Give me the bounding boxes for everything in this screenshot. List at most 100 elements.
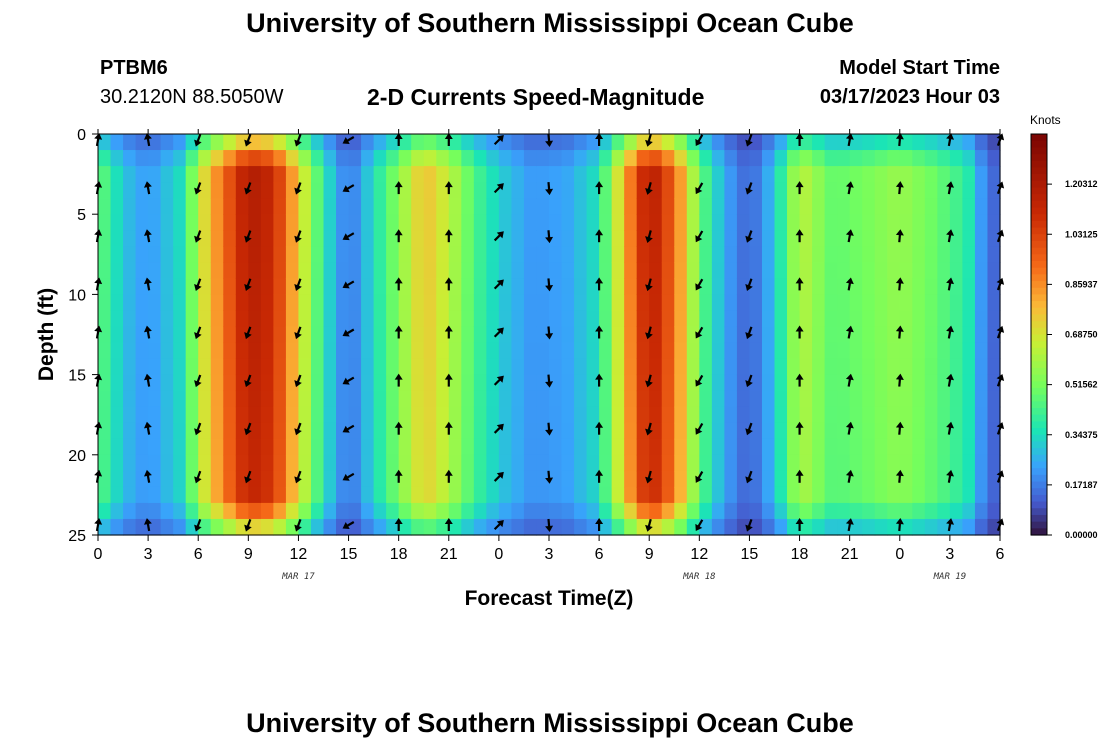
heatmap-cell — [448, 310, 462, 328]
heatmap-cell — [411, 374, 425, 392]
current-arrow — [493, 471, 504, 482]
heatmap-cell — [185, 278, 199, 295]
heatmap-cell — [423, 278, 437, 295]
current-arrow — [143, 469, 152, 483]
heatmap-cell — [411, 150, 425, 167]
heatmap-cell — [649, 358, 663, 376]
heatmap-cell — [799, 502, 813, 520]
colorbar-swatch — [1031, 414, 1047, 422]
current-arrow — [493, 423, 504, 434]
heatmap-cell — [874, 246, 888, 263]
y-tick-label: 0 — [77, 127, 86, 144]
heatmap-cell — [260, 134, 274, 151]
current-arrow — [342, 424, 355, 433]
heatmap-cell — [148, 486, 162, 504]
heatmap-cell — [373, 390, 387, 408]
heatmap-cell — [711, 422, 725, 440]
x-tick-label: 18 — [390, 546, 408, 563]
heatmap-cell — [210, 134, 224, 151]
heatmap-cell — [486, 406, 500, 424]
heatmap-cell — [198, 358, 212, 376]
colorbar-swatch — [1031, 327, 1047, 336]
heatmap-cell — [536, 438, 550, 456]
heatmap-cell — [260, 486, 274, 504]
heatmap-cell — [924, 150, 938, 167]
current-arrow — [695, 326, 704, 339]
heatmap-cell — [248, 454, 262, 472]
heatmap-cell — [987, 230, 1001, 247]
heatmap-cell — [298, 294, 312, 312]
heatmap-cell — [862, 358, 876, 376]
heatmap-cell — [761, 486, 776, 504]
heatmap-cell — [636, 406, 650, 424]
heatmap-cell — [323, 486, 337, 504]
heatmap-cell — [611, 310, 625, 328]
heatmap-cell — [110, 150, 124, 167]
heatmap-cell — [611, 278, 625, 295]
heatmap-cell — [110, 486, 124, 504]
heatmap-cell — [574, 150, 588, 167]
heatmap-cell — [361, 166, 375, 183]
heatmap-cell — [824, 342, 838, 360]
heatmap-cell — [361, 422, 375, 440]
colorbar-swatch — [1031, 354, 1047, 362]
heatmap-cell — [874, 390, 888, 408]
heatmap-cell — [98, 214, 112, 231]
heatmap-cell — [812, 166, 826, 183]
heatmap-cell — [549, 358, 563, 376]
heatmap-cell — [511, 294, 525, 312]
heatmap-cell — [511, 326, 525, 344]
heatmap-cell — [749, 150, 763, 167]
heatmap-cell — [185, 422, 199, 440]
current-arrow — [795, 277, 804, 291]
heatmap-cell — [974, 262, 989, 279]
x-tick-label: 21 — [440, 546, 458, 563]
heatmap-cell — [699, 326, 713, 344]
heatmap-cell — [361, 374, 375, 392]
heatmap-cell — [361, 150, 375, 167]
heatmap-cell — [98, 150, 112, 167]
current-arrow — [845, 277, 854, 291]
current-arrow — [194, 278, 202, 291]
heatmap-cell — [799, 310, 813, 328]
heatmap-cell — [924, 134, 938, 151]
heatmap-cell — [636, 294, 650, 312]
heatmap-cell — [523, 182, 538, 199]
heatmap-cell — [649, 342, 663, 360]
heatmap-cell — [636, 470, 650, 488]
heatmap-cell — [636, 230, 650, 247]
heatmap-cell — [198, 374, 212, 392]
heatmap-cell — [949, 310, 964, 328]
heatmap-cell — [912, 262, 926, 279]
heatmap-cell — [561, 278, 575, 295]
heatmap-cell — [724, 246, 738, 263]
heatmap-cell — [498, 502, 513, 520]
heatmap-cell — [473, 390, 487, 408]
heatmap-cell — [210, 326, 224, 344]
colorbar-swatch — [1031, 260, 1047, 269]
heatmap-cell — [624, 310, 638, 328]
heatmap-cell — [323, 326, 337, 344]
heatmap-cell — [386, 246, 400, 263]
heatmap-cell — [624, 518, 638, 536]
heatmap-cell — [774, 374, 788, 392]
heatmap-cell — [837, 502, 851, 520]
heatmap-cell — [924, 166, 938, 183]
heatmap-cell — [824, 486, 838, 504]
colorbar-swatch — [1031, 140, 1047, 148]
heatmap-cell — [686, 454, 700, 472]
heatmap-cell — [987, 134, 1001, 151]
current-arrow — [946, 325, 955, 339]
heatmap-cell — [323, 406, 337, 424]
heatmap-cell — [661, 246, 675, 263]
colorbar-swatch — [1031, 180, 1047, 189]
heatmap-cell — [611, 470, 625, 488]
heatmap-cell — [348, 214, 362, 231]
heatmap-cell — [724, 150, 738, 167]
heatmap-cell — [185, 294, 199, 312]
heatmap-cell — [173, 374, 187, 392]
heatmap-cell — [611, 390, 625, 408]
heatmap-cell — [285, 166, 300, 183]
heatmap-cell — [812, 134, 826, 151]
heatmap-cell — [273, 390, 287, 408]
